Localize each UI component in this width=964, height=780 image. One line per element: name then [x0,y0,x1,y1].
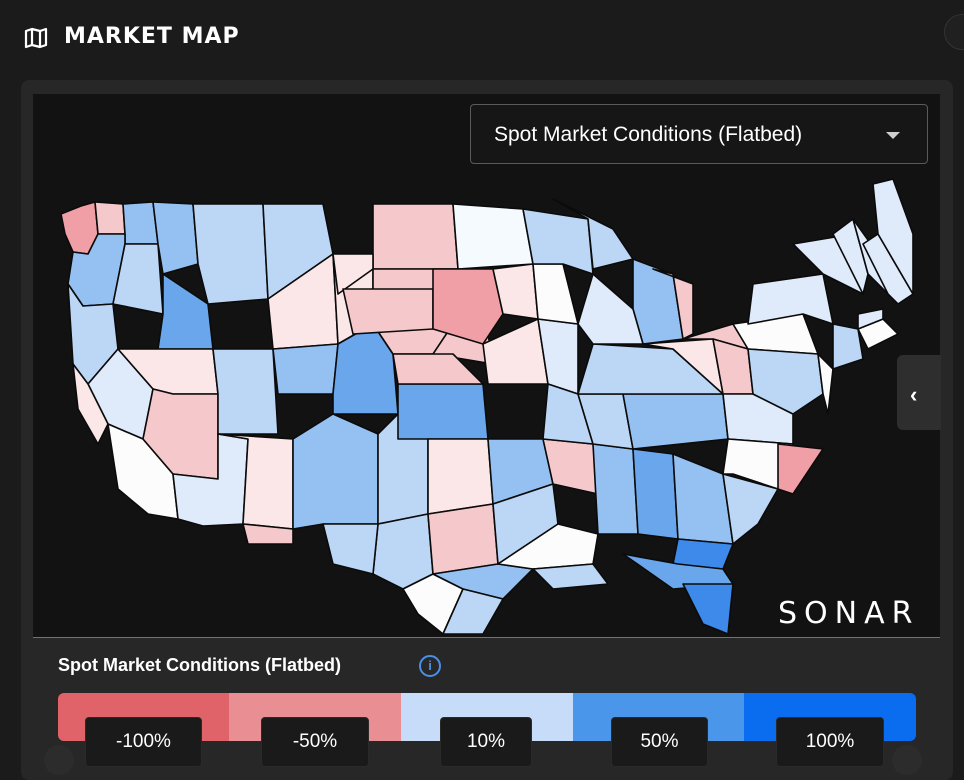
region-nc [722,438,794,490]
region-ct [857,308,884,330]
region-ia-west [432,268,504,345]
legend-title: Spot Market Conditions (Flatbed) [58,655,341,675]
region-ca-coast [72,363,109,445]
market-select-value: Spot Market Conditions (Flatbed) [494,123,803,146]
region-co-west [272,343,339,395]
region-ks-west [392,353,484,385]
region-mi-up [552,198,634,270]
legend-tick-label: 50% [611,717,708,767]
region-ms [592,443,639,535]
region-in [577,273,644,345]
region-nj [832,323,864,370]
settings-icon[interactable] [892,745,922,775]
us-market-map[interactable] [33,94,940,638]
region-me [862,233,914,305]
region-mn [452,203,534,270]
page-header: MARKET MAP [0,0,964,78]
region-de [817,353,834,415]
region-md [747,348,824,415]
region-al [632,448,679,540]
region-nd [372,203,459,270]
region-va [722,393,794,445]
region-fl-peninsula [682,583,734,635]
region-nc-east [777,443,824,495]
region-ne-west [342,288,434,335]
legend-tick-label: 100% [776,717,884,767]
region-la-south [532,563,609,590]
region-mi-lp [632,258,684,345]
region-wi [522,208,594,275]
region-tx-east [432,563,534,600]
page-title: MARKET MAP [64,24,240,49]
region-tx-panhandle [427,438,494,515]
region-fl-north [622,553,734,590]
region-la [497,523,599,570]
caret-down-icon[interactable] [886,132,900,139]
zoom-icon[interactable] [44,745,74,775]
chevron-left-icon: ‹ [910,382,918,407]
region-il [532,263,579,325]
region-wa-east [122,201,159,245]
corner-button[interactable] [944,14,964,50]
region-sc [722,473,779,545]
market-select[interactable]: Spot Market Conditions (Flatbed) [470,104,928,164]
region-mi-east [652,268,694,340]
region-wa-mid [94,201,126,235]
sonar-logo: SONAR [778,596,920,631]
region-az-south [242,523,294,545]
region-id-north [152,201,199,275]
map-icon [24,27,48,49]
region-tn [622,393,729,450]
region-ny [747,273,834,325]
region-tx-gulf [442,588,504,635]
region-me-north [872,178,914,295]
region-ky [577,343,724,395]
legend-tick-label: -100% [85,717,202,767]
region-ut [212,348,279,435]
region-mt-west [192,203,269,305]
divider [33,637,940,638]
region-nm-west [292,413,379,530]
legend-tick-label: -50% [261,717,369,767]
region-tx-central [427,503,499,575]
region-tx-elpaso [322,523,379,575]
market-map[interactable] [33,94,940,638]
region-sd-east [332,253,374,295]
region-ks [397,383,489,440]
collapse-panel-button[interactable]: ‹ [897,355,941,430]
legend-tick-label: 10% [440,717,532,767]
info-icon[interactable]: i [419,655,441,677]
